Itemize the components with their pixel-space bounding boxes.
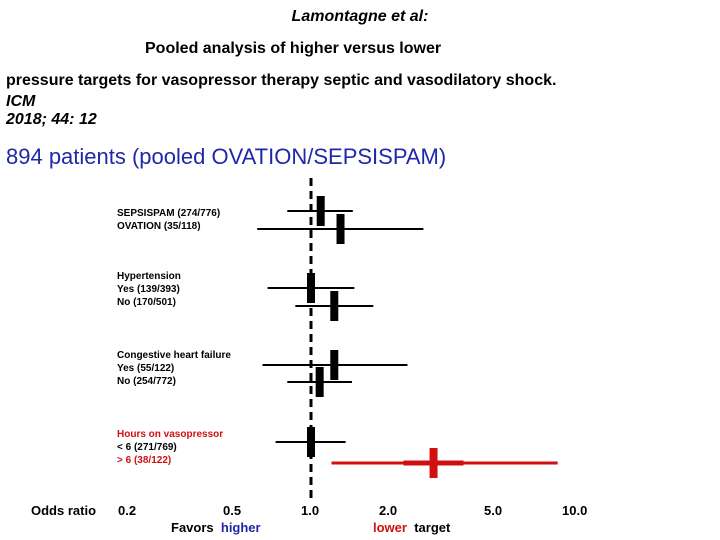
point-estimate [307, 427, 315, 457]
headline: 894 patients (pooled OVATION/SEPSISPAM) [6, 144, 447, 169]
point-estimate [316, 196, 325, 226]
x-tick-label: 0.2 [118, 503, 137, 518]
favors-higher: Favors higher [171, 520, 261, 535]
point-estimate [315, 367, 324, 397]
row-label: SEPSISPAM (274/776) [117, 208, 221, 219]
group-title: Hypertension [117, 271, 181, 282]
row-label: OVATION (35/118) [117, 221, 201, 232]
x-tick-label: 0.5 [223, 503, 242, 518]
favors-lower: lower target [373, 520, 450, 535]
x-tick-label: 1.0 [301, 503, 320, 518]
point-estimate [336, 214, 345, 244]
favors-suffix: target [414, 520, 451, 535]
x-tick-label: 5.0 [484, 503, 503, 518]
x-tick-label: 10.0 [562, 503, 588, 518]
title-line-2: Pooled analysis of higher versus lower [145, 40, 442, 57]
group-chf: Congestive heart failure Yes (55/122) No… [117, 349, 231, 388]
row-label: No (170/501) [117, 297, 176, 308]
group-title: Hours on vasopressor [117, 429, 224, 440]
point-estimate [330, 350, 339, 380]
row-label: < 6 (271/769) [117, 442, 177, 453]
favors-higher-word: higher [220, 520, 261, 535]
group-vasopressor: Hours on vasopressor < 6 (271/769) > 6 (… [117, 428, 223, 467]
row-label: No (254/772) [117, 376, 176, 387]
group-hypertension: Hypertension Yes (139/393) No (170/501) [117, 270, 181, 309]
citation-line: ICM 2018; 44: 12 [6, 93, 97, 129]
favors-lower-word: lower [373, 520, 407, 535]
point-estimate-bar [403, 460, 464, 466]
favors-prefix: Favors [171, 520, 214, 535]
group-trials: SEPSISPAM (274/776) OVATION (35/118) [117, 207, 220, 233]
x-axis-label: Odds ratio [31, 503, 97, 518]
journal: ICM [6, 93, 36, 110]
row-label: Yes (139/393) [117, 284, 180, 295]
title-line-3: pressure targets for vasopressor therapy… [6, 72, 557, 89]
citation: 2018; 44: 12 [6, 111, 97, 128]
slide-title: Lamontagne et al: [291, 8, 429, 25]
row-label: > 6 (38/122) [117, 455, 172, 466]
point-estimate [307, 273, 315, 303]
row-label: Yes (55/122) [117, 363, 175, 374]
x-tick-label: 2.0 [379, 503, 398, 518]
point-estimate [330, 291, 339, 321]
group-title: Congestive heart failure [117, 350, 231, 361]
